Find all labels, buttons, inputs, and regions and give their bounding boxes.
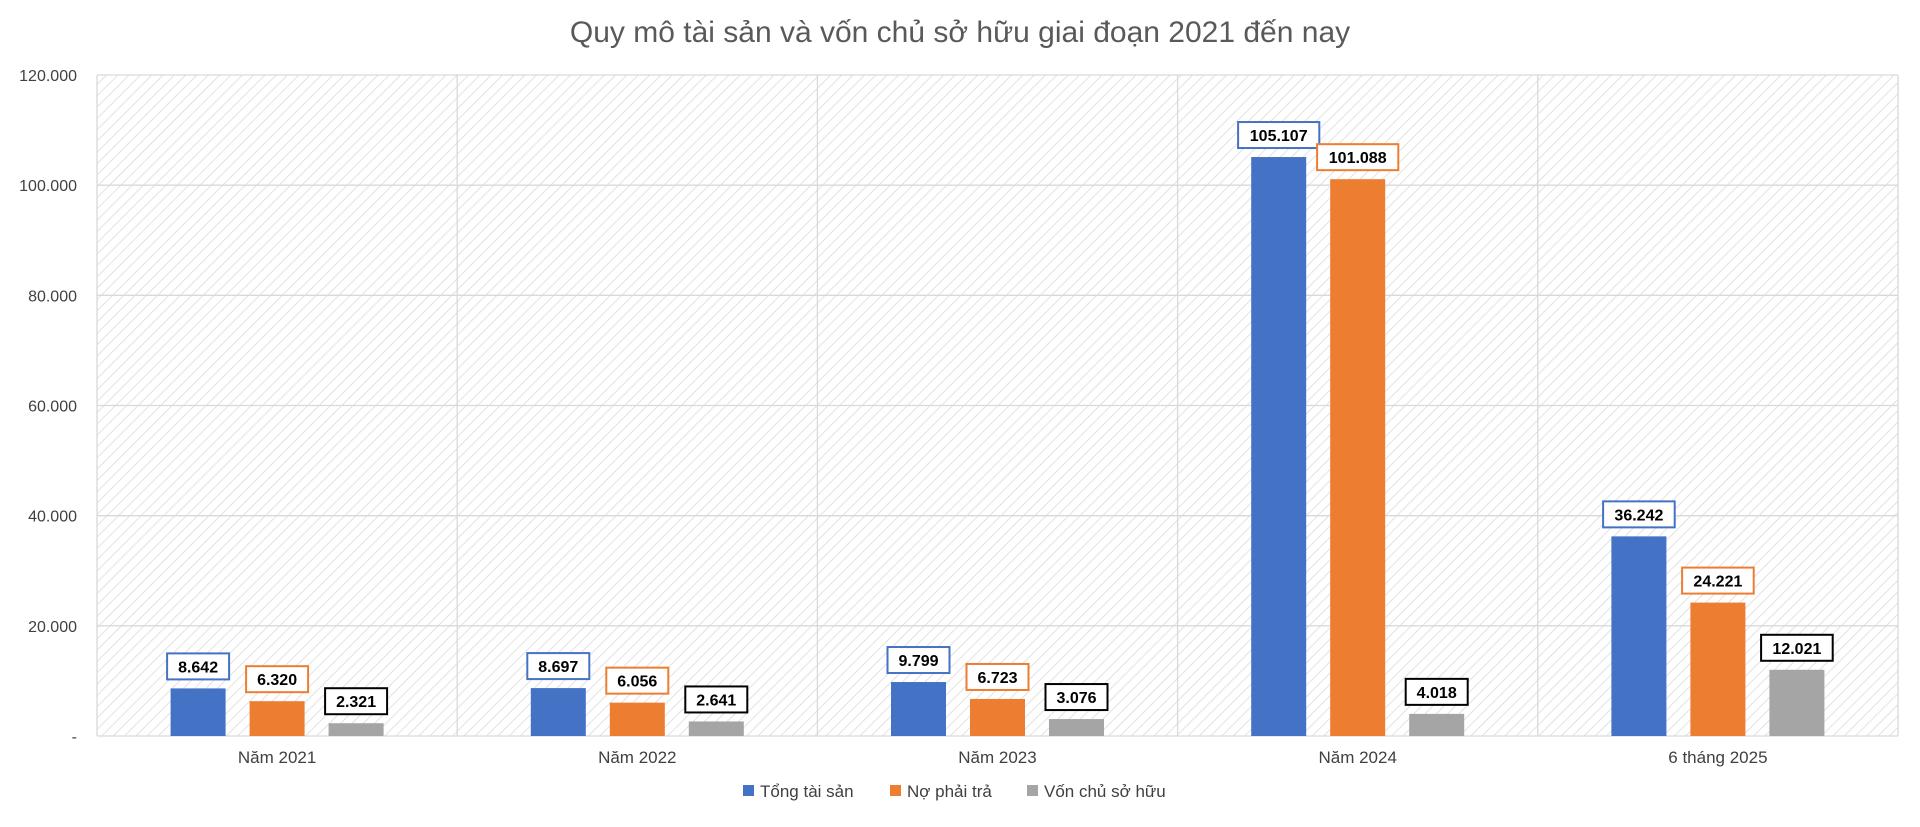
data-label: 8.697 — [538, 659, 578, 676]
legend: Tổng tài sản Nợ phải trả Vốn chủ sở hữu — [743, 782, 1166, 801]
data-label-box — [605, 666, 670, 695]
x-category-label: Năm 2024 — [1318, 748, 1396, 767]
data-label: 6.056 — [617, 674, 657, 691]
y-tick-label: 120.000 — [19, 68, 77, 85]
data-label: 12.021 — [1772, 641, 1821, 658]
data-label-box — [1760, 633, 1834, 662]
data-label-box — [1681, 566, 1755, 595]
y-tick-label: 80.000 — [28, 288, 77, 305]
x-category-label: 6 tháng 2025 — [1668, 748, 1767, 767]
bar — [1769, 669, 1825, 736]
bar — [1611, 536, 1667, 736]
legend-label: Vốn chủ sở hữu — [1044, 782, 1166, 801]
data-label: 4.018 — [1417, 685, 1457, 702]
data-label-box — [1602, 500, 1676, 529]
legend-swatch — [743, 785, 754, 796]
x-category-label: Năm 2022 — [598, 748, 676, 767]
legend-swatch — [890, 785, 901, 796]
bar — [249, 701, 305, 736]
data-label: 6.320 — [257, 672, 297, 689]
y-tick-label: 60.000 — [28, 399, 77, 416]
data-label-box — [1237, 121, 1321, 150]
x-axis-categories: Năm 2021 Năm 2022 Năm 2023 Năm 2024 6 tháng … — [238, 748, 1768, 767]
bar — [328, 723, 384, 736]
y-tick-label: - — [72, 729, 77, 746]
data-label: 3.076 — [1056, 690, 1096, 707]
chart-title: Quy mô tài sản và vốn chủ sở hữu giai đo… — [570, 16, 1350, 49]
bar — [891, 682, 946, 736]
y-tick-label: 40.000 — [28, 509, 77, 526]
data-label-box — [245, 665, 310, 694]
gridlines — [96, 74, 1899, 737]
legend-swatch — [1027, 785, 1038, 796]
bar — [1049, 719, 1104, 736]
y-axis-ticks: - 20.000 40.000 60.000 80.000 100.000 120.000 — [19, 68, 77, 746]
data-label: 6.723 — [977, 670, 1017, 687]
bar — [970, 698, 1025, 736]
bar — [1409, 713, 1465, 736]
data-label-box — [1316, 143, 1400, 172]
data-label: 105.107 — [1250, 128, 1308, 145]
data-label: 2.641 — [696, 692, 736, 709]
x-category-label: Năm 2023 — [958, 748, 1036, 767]
bar — [1690, 602, 1746, 736]
data-label-box — [166, 652, 231, 681]
data-label-box — [324, 687, 389, 716]
bars — [170, 157, 1825, 737]
data-label: 24.221 — [1693, 574, 1742, 591]
bar — [170, 688, 226, 736]
data-label: 36.242 — [1614, 507, 1663, 524]
bar — [609, 702, 665, 736]
legend-label: Tổng tài sản — [760, 782, 854, 801]
data-label: 9.799 — [898, 653, 938, 670]
data-label: 8.642 — [178, 659, 218, 676]
x-category-label: Năm 2021 — [238, 748, 316, 767]
data-label-box — [526, 652, 591, 681]
bar — [530, 688, 586, 736]
data-label-box — [1044, 683, 1109, 712]
y-tick-label: 20.000 — [28, 619, 77, 636]
data-label: 2.321 — [336, 694, 376, 711]
data-label: 101.088 — [1329, 150, 1387, 167]
y-tick-label: 100.000 — [19, 178, 77, 195]
data-label-box — [684, 685, 749, 714]
data-label-box — [886, 646, 951, 675]
data-label-box — [965, 662, 1030, 691]
bar — [1330, 179, 1386, 737]
bar — [688, 721, 744, 736]
data-labels: 8.642 6.320 2.321 8.697 6.056 2.641 9.799 6.723… — [166, 121, 1834, 716]
bar — [1251, 157, 1307, 736]
data-label-box — [1404, 677, 1469, 706]
legend-label: Nợ phải trả — [907, 782, 992, 801]
